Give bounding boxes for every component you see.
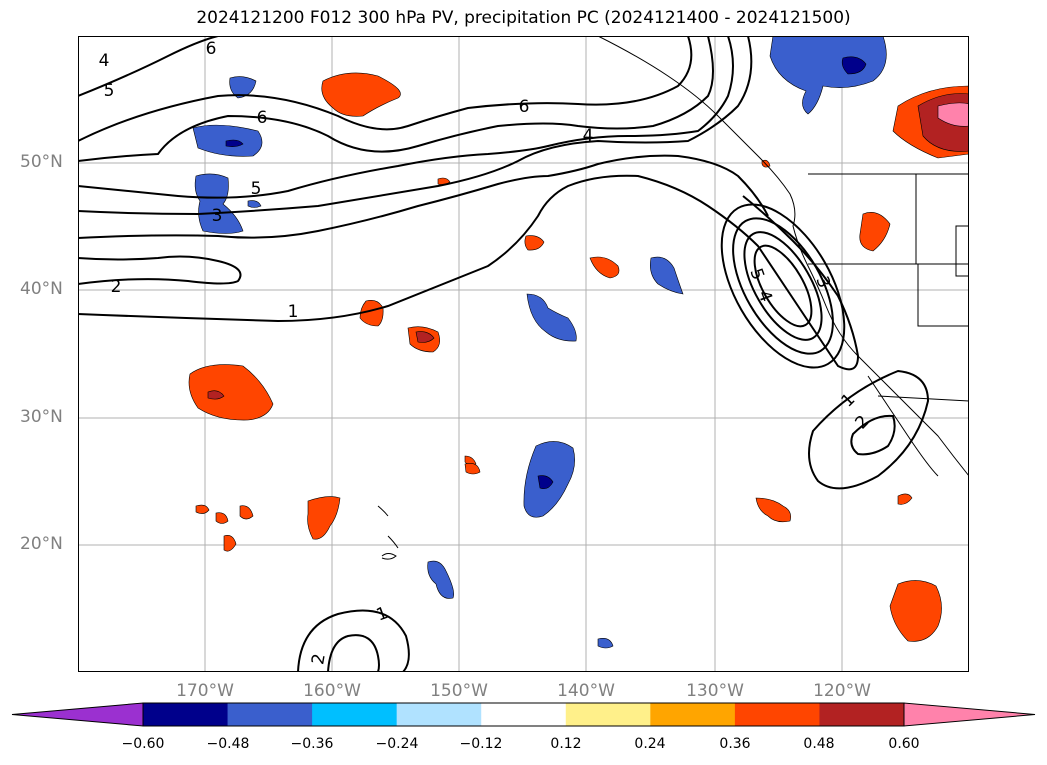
- contour-label: 5: [251, 179, 262, 199]
- precip-blob-positive: [188, 364, 274, 421]
- precip-blob-positive: [889, 580, 942, 642]
- coastlines: [377, 36, 969, 560]
- colorbar-segment: [650, 703, 736, 726]
- precip-blob-positive: [195, 504, 210, 514]
- contour-label: 2: [852, 412, 874, 434]
- contour-labels: 4 5 6 6 5 3 2 1 6 4 5 4 3 1 2 1 2: [99, 39, 874, 666]
- contour-label: 2: [308, 652, 330, 666]
- precip-blob-positive: [321, 72, 401, 117]
- precip-blob-negative: [769, 36, 887, 115]
- precip-blob-negative: [597, 638, 614, 649]
- precip-blob-negative: [841, 56, 867, 75]
- lon-label: 120°W: [813, 681, 871, 701]
- contour-label: 6: [519, 97, 530, 117]
- colorbar-segment: [143, 703, 229, 726]
- precip-blob-negative: [194, 173, 244, 234]
- colorbar-tick: 0.48: [803, 736, 835, 752]
- contour-label: 1: [288, 302, 299, 322]
- precip-blob-positive: [464, 455, 477, 465]
- lon-label: 130°W: [686, 681, 744, 701]
- contour-label: 4: [583, 126, 594, 146]
- precip-blob-negative: [537, 475, 554, 490]
- colorbar-tick: 0.36: [719, 736, 751, 752]
- colorbar-tick: 0.60: [888, 736, 920, 752]
- precip-blob-positive: [937, 102, 969, 127]
- precip-blob-positive: [897, 493, 913, 505]
- colorbar-tick: −0.12: [459, 736, 503, 752]
- precip-blob-negative: [247, 200, 262, 208]
- contour-label: 3: [212, 206, 223, 226]
- contour-label: 4: [99, 51, 110, 71]
- contour-label: 3: [811, 274, 833, 291]
- colorbar-tick: −0.36: [290, 736, 334, 752]
- precip-blob-positive: [207, 390, 225, 400]
- chart-title: 2024121200 F012 300 hPa PV, precipitatio…: [196, 8, 851, 28]
- precip-blob-positive: [307, 496, 341, 540]
- precip-blob-positive: [755, 497, 791, 523]
- lat-label: 30°N: [20, 407, 63, 427]
- contour-label: 6: [206, 39, 217, 59]
- precip-blob-positive: [464, 463, 481, 475]
- colorbar-segment: [227, 703, 313, 726]
- precip-blob-positive: [589, 256, 620, 279]
- lon-label: 170°W: [176, 681, 234, 701]
- lon-label: 140°W: [557, 681, 615, 701]
- colorbar-segment: [565, 703, 651, 726]
- colorbar-segment: [481, 703, 567, 726]
- lat-label: 20°N: [20, 534, 63, 554]
- lon-label: 150°W: [430, 681, 488, 701]
- contour-label: 2: [111, 277, 122, 297]
- precip-blob-negative: [427, 560, 454, 599]
- contour-label: 6: [257, 108, 268, 128]
- pv-contours: [78, 36, 930, 672]
- colorbar-extend-low: [12, 703, 143, 726]
- precip-blob-negative: [229, 76, 257, 99]
- colorbar-segment: [734, 703, 820, 726]
- precip-blob-positive: [437, 177, 451, 185]
- colorbar-segment: [396, 703, 482, 726]
- precip-blob-positive: [223, 535, 237, 552]
- colorbar-segment: [819, 703, 905, 726]
- precip-fields: [188, 36, 969, 649]
- precip-blob-negative: [526, 293, 577, 342]
- precip-blob-positive: [859, 212, 891, 252]
- precip-blob-negative: [650, 256, 684, 295]
- colorbar-tick: 0.12: [550, 736, 582, 752]
- colorbar-extend-high: [904, 703, 1035, 726]
- gridlines: [78, 36, 969, 672]
- colorbar: [11, 702, 1036, 727]
- contour-label: 5: [745, 266, 767, 283]
- lat-label: 50°N: [20, 152, 63, 172]
- contour-label: 5: [104, 81, 115, 101]
- lon-label: 160°W: [303, 681, 361, 701]
- precip-blob-positive: [415, 331, 435, 343]
- lat-label: 40°N: [20, 279, 63, 299]
- colorbar-tick: 0.24: [634, 736, 666, 752]
- colorbar-segment: [312, 703, 398, 726]
- precip-blob-positive: [524, 235, 545, 251]
- colorbar-tick: −0.24: [375, 736, 419, 752]
- colorbar-tick: −0.60: [121, 736, 165, 752]
- contour-label: 1: [374, 603, 391, 625]
- map-panel: 4 5 6 6 5 3 2 1 6 4 5 4 3 1 2 1 2: [78, 36, 969, 672]
- precip-blob-positive: [239, 505, 254, 520]
- colorbar-tick: −0.48: [206, 736, 250, 752]
- precip-blob-negative: [225, 139, 244, 147]
- precip-blob-positive: [215, 512, 229, 524]
